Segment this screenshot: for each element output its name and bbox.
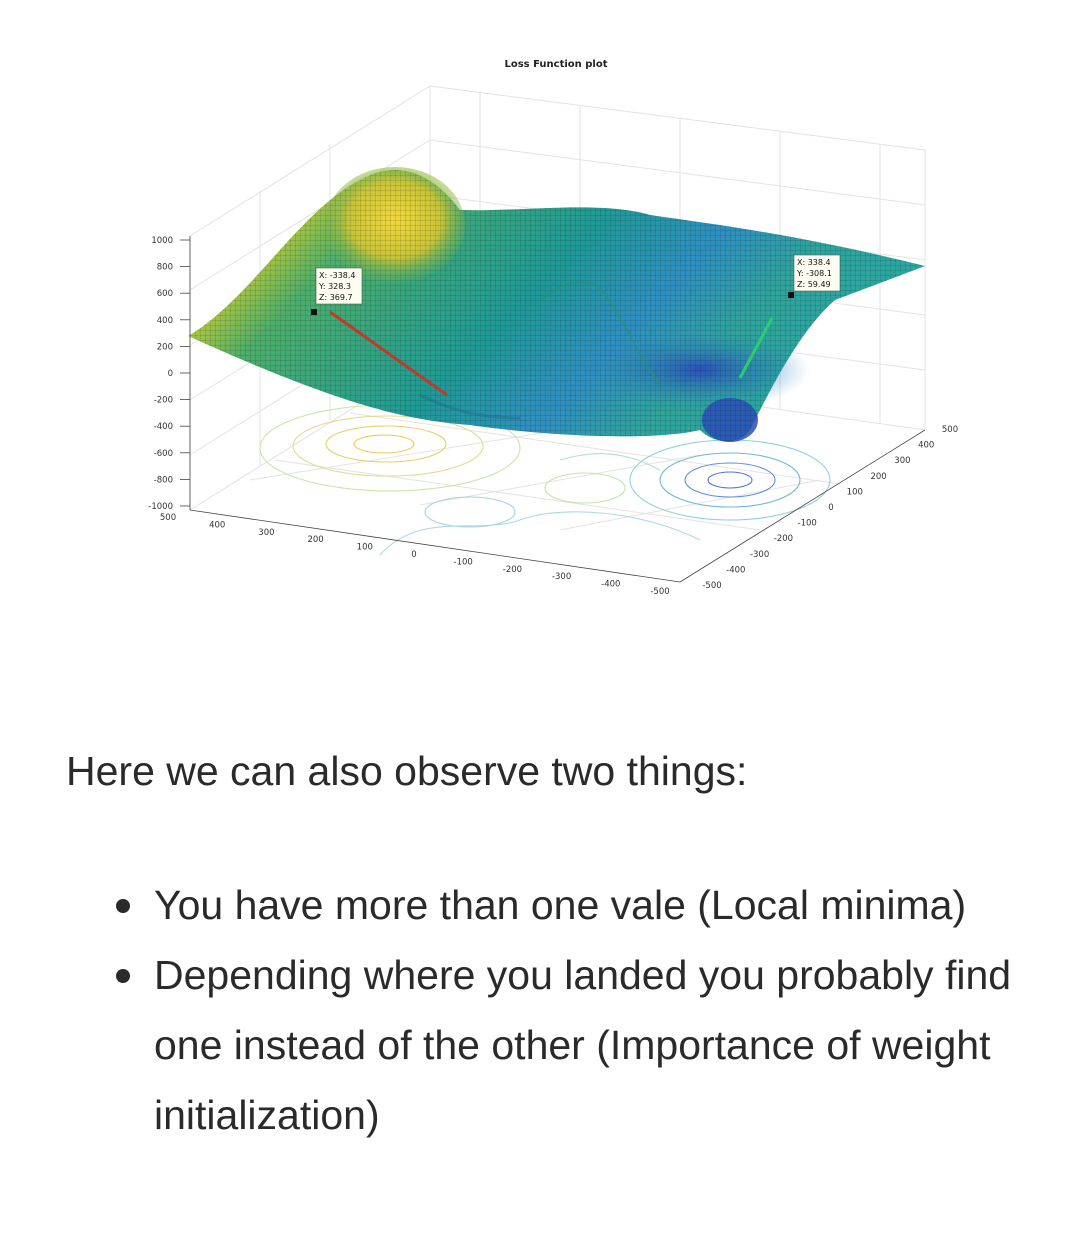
x-axis-tick-label: -200 — [503, 565, 522, 575]
list-item-text: You have more than one vale (Local minim… — [154, 882, 967, 928]
y-axis: -500 -400 -300 -200 -100 0 100 200 300 400 500 — [679, 425, 958, 591]
y-axis-tick-label: 300 — [894, 456, 910, 466]
y-axis-tick-label: -400 — [726, 565, 745, 575]
datatip-left-z: Z: 369.7 — [319, 293, 353, 302]
datatip-left-x: X: -338.4 — [319, 271, 356, 280]
datatip-left: X: -338.4 Y: 328.3 Z: 369.7 — [311, 267, 363, 315]
y-axis-tick-label: -200 — [774, 534, 793, 544]
x-axis-tick-label: 200 — [307, 535, 323, 545]
z-axis-tick-label: 800 — [157, 263, 173, 273]
x-axis-tick-label: -300 — [552, 572, 571, 582]
datatip-right: X: 338.4 Y: -308.1 Z: 59.49 — [788, 254, 841, 298]
arrow-right — [738, 317, 774, 379]
y-axis-tick-label: -100 — [798, 519, 817, 529]
y-axis-tick-label: -500 — [702, 581, 721, 591]
x-axis: 500 400 300 200 100 0 -100 -200 -300 -400 -500 — [160, 509, 681, 597]
arrows — [329, 310, 774, 397]
datatip-right-z: Z: 59.49 — [797, 280, 831, 289]
loss-function-figure: Loss Function plot — [148, 59, 958, 597]
plot-title: Loss Function plot — [504, 59, 607, 70]
x-axis-tick-label: 400 — [209, 520, 225, 530]
y-axis-tick-label: 400 — [918, 441, 934, 451]
article-text: Here we can also observe two things: You… — [0, 730, 1080, 1150]
x-axis-tick-label: 100 — [357, 543, 373, 553]
list-item: You have more than one vale (Local minim… — [0, 870, 1080, 940]
x-axis-tick-label: -400 — [601, 580, 620, 590]
z-axis-tick-label: -200 — [154, 396, 173, 406]
surface-plot: Loss Function plot — [148, 59, 958, 597]
observation-list: You have more than one vale (Local minim… — [0, 870, 1080, 1150]
y-axis-tick-label: 500 — [942, 425, 958, 435]
datatip-right-y: Y: -308.1 — [796, 269, 832, 278]
bullet-icon — [116, 899, 130, 913]
list-item-text: Depending where you landed you probably … — [154, 952, 1012, 1138]
y-axis-tick-label: 200 — [870, 472, 886, 482]
y-axis-tick-label: 100 — [847, 487, 863, 497]
y-axis-tick-label: -300 — [750, 550, 769, 560]
bullet-icon — [116, 969, 130, 983]
x-axis-tick-label: 500 — [160, 513, 176, 523]
z-axis-tick-label: 400 — [157, 316, 173, 326]
z-axis-tick-label: -1000 — [148, 502, 173, 512]
arrow-left — [329, 310, 448, 397]
z-axis-tick-label: 1000 — [151, 236, 173, 246]
z-axis-tick-label: 0 — [168, 369, 173, 379]
datatip-left-y: Y: 328.3 — [318, 282, 351, 291]
z-axis-tick-label: 200 — [157, 342, 173, 352]
x-axis-tick-label: -100 — [454, 557, 473, 567]
y-axis-tick-label: 0 — [828, 503, 833, 513]
list-item: Depending where you landed you probably … — [0, 940, 1080, 1150]
lead-paragraph: Here we can also observe two things: — [66, 748, 748, 794]
x-axis-tick-label: 300 — [258, 528, 274, 538]
z-axis: 1000 800 600 400 200 0 -200 -400 -600 -800 -1000 — [148, 236, 191, 512]
z-axis-tick-label: -600 — [154, 449, 173, 459]
x-axis-tick-label: 0 — [411, 550, 416, 560]
loss-surface — [188, 167, 925, 442]
x-axis-tick-label: -500 — [650, 587, 669, 597]
z-axis-tick-label: 600 — [157, 289, 173, 299]
datatip-right-x: X: 338.4 — [797, 258, 831, 267]
z-axis-tick-label: -800 — [154, 475, 173, 485]
z-axis-tick-label: -400 — [154, 422, 173, 432]
